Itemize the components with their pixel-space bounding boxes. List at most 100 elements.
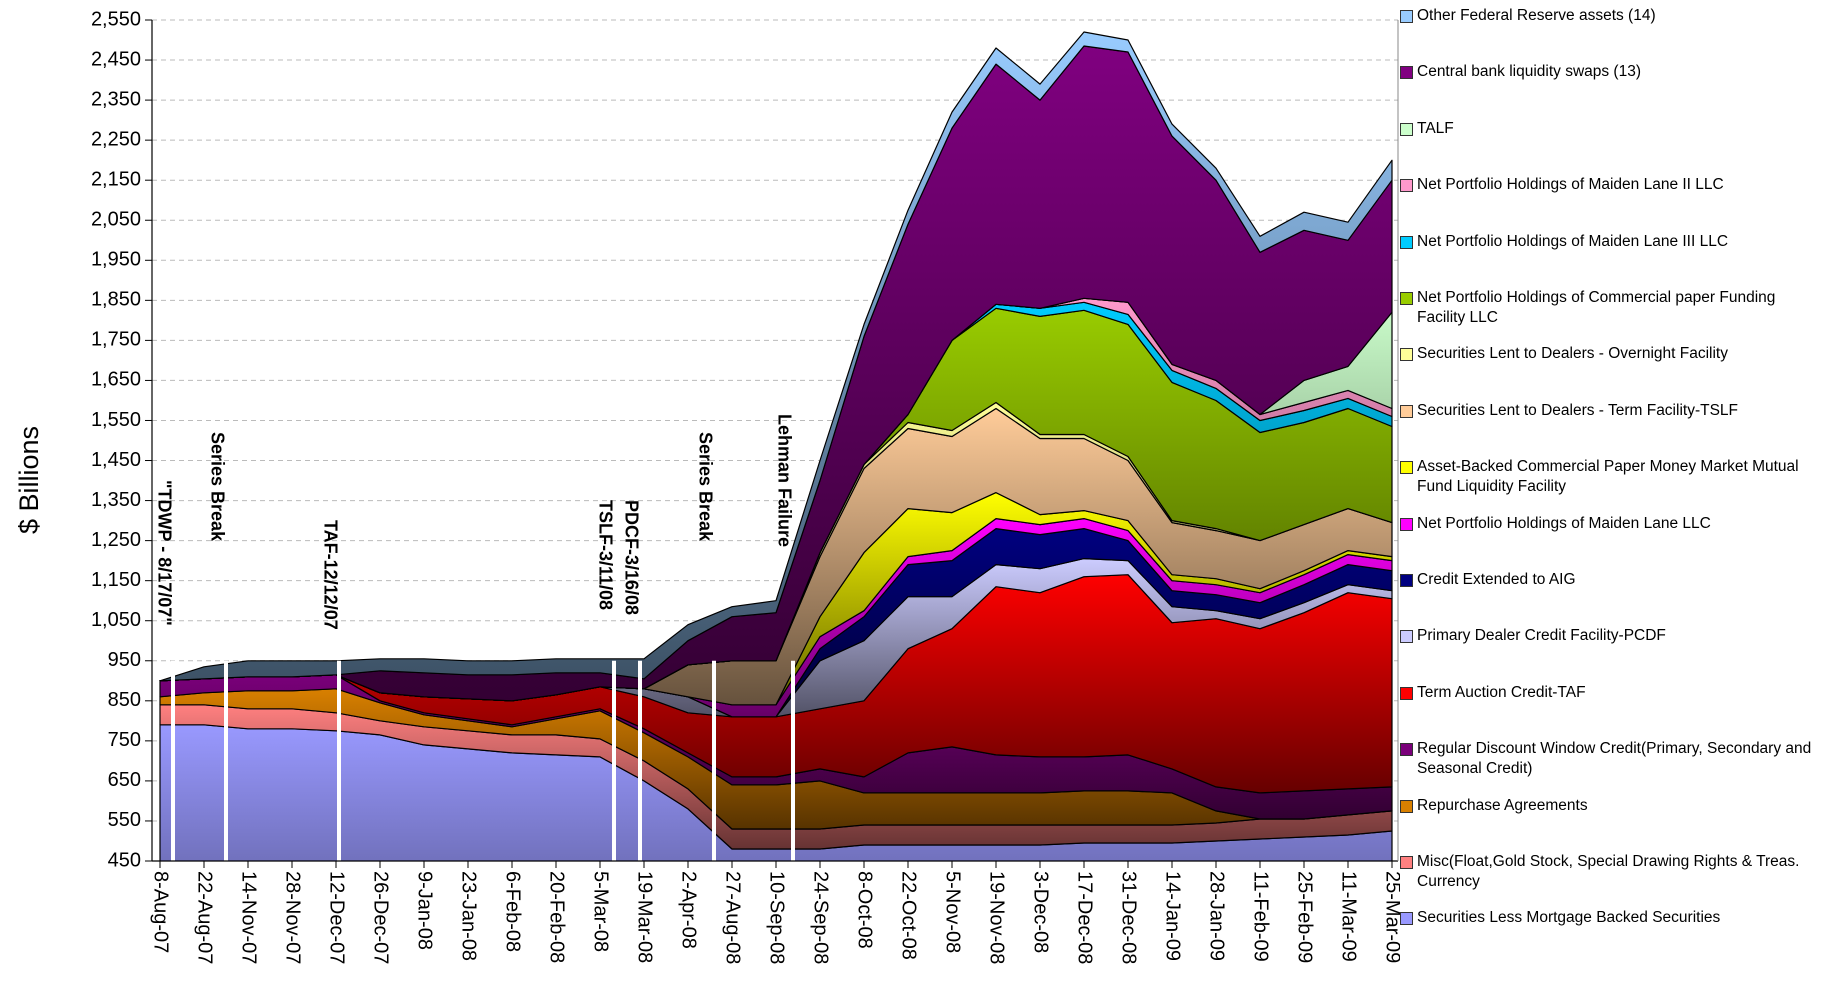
y-tick-label: 2,050 bbox=[91, 209, 141, 231]
legend-label: Primary Dealer Credit Facility-PCDF bbox=[1417, 627, 1666, 645]
y-tick-label: 2,150 bbox=[91, 168, 141, 190]
annotation: TSLF-3/11/08 bbox=[595, 500, 615, 610]
legend-label: Securities Lent to Dealers - Overnight F… bbox=[1417, 345, 1728, 363]
areas bbox=[159, 31, 1393, 861]
y-tick-label: 1,050 bbox=[91, 609, 141, 631]
legend-swatch bbox=[1400, 292, 1413, 305]
legend-label: TALF bbox=[1417, 119, 1454, 137]
x-tick-label: 10-Sep-08 bbox=[766, 871, 788, 964]
chart: $ Billions "TDWP - 8/17/07" Series Break T… bbox=[14, 8, 1400, 964]
legend-swatch bbox=[1400, 235, 1413, 249]
legend-item: Other Federal Reserve assets (14) bbox=[1400, 6, 1820, 26]
legend-label: Net Portfolio Holdings of Commercial pap… bbox=[1417, 289, 1776, 326]
legend-item: Term Auction Credit-TAF bbox=[1400, 683, 1820, 703]
y-tick-label: 2,350 bbox=[91, 88, 141, 110]
legend-label: Asset-Backed Commercial Paper Money Mark… bbox=[1417, 458, 1799, 496]
y-tick-label: 1,250 bbox=[91, 529, 141, 551]
y-tick-label: 1,750 bbox=[91, 329, 141, 351]
x-tick-label: 28-Nov-07 bbox=[282, 871, 304, 964]
legend-label: Credit Extended to AIG bbox=[1417, 571, 1576, 588]
x-tick-label: 22-Oct-08 bbox=[898, 871, 920, 960]
legend-swatch bbox=[1400, 912, 1413, 926]
annotation: Lehman Failure bbox=[774, 414, 794, 547]
legend-label: Securities Lent to Dealers - Term Facili… bbox=[1417, 401, 1739, 419]
legend-item: Securities Less Mortgage Backed Securiti… bbox=[1400, 908, 1820, 928]
legend-swatch bbox=[1400, 348, 1413, 362]
legend-label: Securities Less Mortgage Backed Securiti… bbox=[1417, 909, 1721, 927]
legend-item: Net Portfolio Holdings of Maiden Lane LL… bbox=[1400, 514, 1820, 534]
legend-label: Net Portfolio Holdings of Maiden Lane II… bbox=[1417, 232, 1729, 250]
x-tick-label: 23-Jan-08 bbox=[458, 871, 480, 961]
x-tick-label: 2-Apr-08 bbox=[678, 871, 700, 949]
legend-swatch bbox=[1400, 461, 1413, 475]
y-tick-label: 1,650 bbox=[91, 369, 141, 391]
legend-item: Securities Lent to Dealers - Overnight F… bbox=[1400, 344, 1820, 364]
y-tick-label: 650 bbox=[108, 769, 141, 791]
legend-swatch bbox=[1400, 404, 1413, 418]
legend-label: Misc(Float,Gold Stock, Special Drawing R… bbox=[1417, 853, 1800, 890]
x-tick-label: 20-Feb-08 bbox=[546, 871, 568, 963]
legend-swatch bbox=[1400, 856, 1413, 869]
legend-swatch bbox=[1400, 122, 1413, 136]
y-tick-label: 850 bbox=[108, 689, 141, 711]
legend-item: Primary Dealer Credit Facility-PCDF bbox=[1400, 626, 1820, 646]
x-tick-label: 31-Dec-08 bbox=[1118, 871, 1140, 964]
x-tick-label: 12-Dec-07 bbox=[326, 871, 348, 964]
x-tick-label: 27-Aug-08 bbox=[722, 871, 744, 964]
y-tick-label: 550 bbox=[108, 809, 141, 831]
legend-label: Net Portfolio Holdings of Maiden Lane II… bbox=[1417, 176, 1724, 194]
x-tick-label: 9-Jan-08 bbox=[414, 871, 436, 950]
x-tick-label: 5-Mar-08 bbox=[590, 871, 612, 952]
legend-item: Net Portfolio Holdings of Commercial pap… bbox=[1400, 288, 1820, 328]
legend-label: Repurchase Agreements bbox=[1417, 796, 1588, 814]
legend-item: Misc(Float,Gold Stock, Special Drawing R… bbox=[1400, 852, 1820, 892]
legend-swatch bbox=[1400, 686, 1413, 700]
x-tick-label: 24-Sep-08 bbox=[810, 871, 832, 964]
legend-item: Regular Discount Window Credit(Primary, … bbox=[1400, 739, 1820, 779]
y-tick-label: 1,850 bbox=[91, 289, 141, 311]
legend-swatch bbox=[1400, 66, 1413, 80]
y-tick-label: 750 bbox=[108, 729, 141, 751]
y-tick-label: 450 bbox=[108, 849, 141, 871]
x-tick-label: 28-Jan-09 bbox=[1206, 871, 1228, 961]
legend-item: Repurchase Agreements bbox=[1400, 796, 1820, 816]
x-tick-label: 19-Mar-08 bbox=[634, 871, 656, 963]
legend-label: Term Auction Credit-TAF bbox=[1417, 683, 1586, 701]
y-tick-label: 1,950 bbox=[91, 249, 141, 271]
legend-item: Asset-Backed Commercial Paper Money Mark… bbox=[1400, 457, 1820, 497]
y-tick-label: 1,450 bbox=[91, 449, 141, 471]
legend-item: Net Portfolio Holdings of Maiden Lane II… bbox=[1400, 232, 1820, 252]
y-tick-label: 2,450 bbox=[91, 48, 141, 70]
legend-swatch bbox=[1400, 743, 1413, 757]
x-tick-label: 25-Feb-09 bbox=[1294, 871, 1316, 963]
y-tick-label: 2,250 bbox=[91, 128, 141, 150]
y-tick-label: 1,150 bbox=[91, 569, 141, 591]
legend-swatch bbox=[1400, 630, 1413, 644]
annotation: "TDWP - 8/17/07" bbox=[154, 480, 174, 626]
y-axis-label: $ Billions bbox=[14, 426, 44, 534]
legend-label: Net Portfolio Holdings of Maiden Lane LL… bbox=[1417, 514, 1711, 532]
x-tick-label: 22-Aug-07 bbox=[194, 871, 216, 964]
annotation: TAF-12/12/07 bbox=[320, 520, 340, 630]
x-tick-label: 6-Feb-08 bbox=[502, 871, 524, 952]
legend-swatch bbox=[1400, 799, 1413, 813]
x-tick-label: 8-Aug-07 bbox=[150, 871, 172, 953]
legend-item: Credit Extended to AIG bbox=[1400, 570, 1820, 590]
annotation: Series Break bbox=[695, 432, 715, 542]
legend-swatch bbox=[1400, 517, 1413, 531]
legend-label: Regular Discount Window Credit(Primary, … bbox=[1417, 740, 1812, 778]
x-tick-label: 8-Oct-08 bbox=[854, 871, 876, 949]
legend-item: Securities Lent to Dealers - Term Facili… bbox=[1400, 401, 1820, 421]
x-tick-label: 11-Feb-09 bbox=[1250, 871, 1272, 962]
legend-swatch bbox=[1400, 179, 1413, 193]
area bbox=[159, 31, 1393, 682]
x-tick-label: 25-Mar-09 bbox=[1382, 871, 1400, 963]
legend-label: Central bank liquidity swaps (13) bbox=[1417, 63, 1641, 81]
legend-item: TALF bbox=[1400, 119, 1820, 139]
legend-item: Net Portfolio Holdings of Maiden Lane II… bbox=[1400, 175, 1820, 195]
x-tick-label: 3-Dec-08 bbox=[1030, 871, 1052, 953]
x-tick-label: 14-Nov-07 bbox=[238, 871, 260, 964]
x-tick-label: 5-Nov-08 bbox=[942, 871, 964, 953]
legend-label: Other Federal Reserve assets (14) bbox=[1417, 7, 1656, 24]
